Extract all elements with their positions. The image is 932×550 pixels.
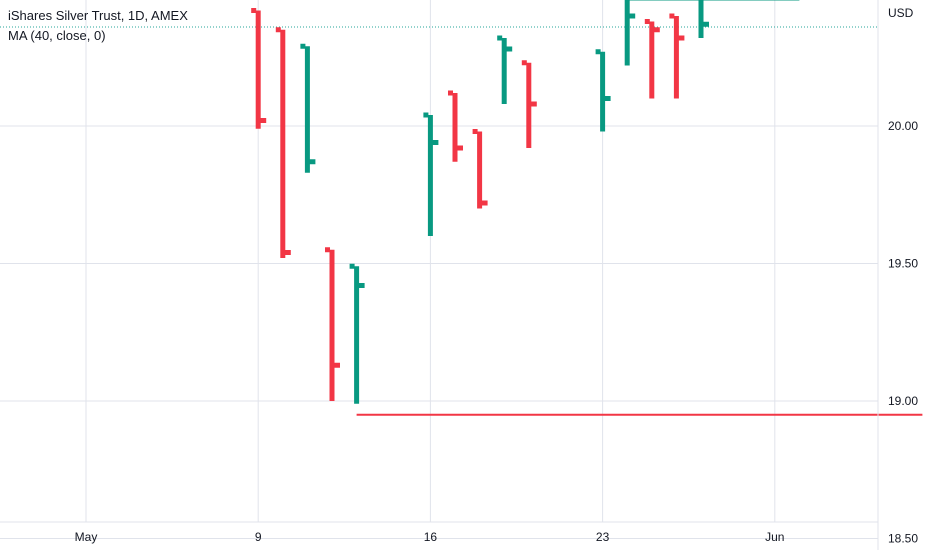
ohlc-bar xyxy=(521,60,537,148)
bar-range xyxy=(452,93,458,162)
symbol-title: iShares Silver Trust, 1D, AMEX xyxy=(8,8,188,23)
bar-range xyxy=(649,21,655,99)
bar-close-tick xyxy=(506,46,513,52)
time-tick-label: May xyxy=(75,530,98,544)
ohlc-bar xyxy=(698,0,709,38)
bar-range xyxy=(280,29,286,258)
bar-open-tick xyxy=(423,112,429,118)
bar-open-tick xyxy=(325,247,330,253)
bar-close-tick xyxy=(481,200,488,206)
ohlc-bar xyxy=(423,112,439,236)
bar-open-tick xyxy=(300,43,306,49)
bar-close-tick xyxy=(358,283,365,288)
bar-range xyxy=(526,62,532,148)
bar-range xyxy=(477,131,483,209)
ohlc-bar xyxy=(624,0,636,66)
ohlc-bar xyxy=(325,247,340,401)
currency-label: USD xyxy=(888,6,914,20)
time-axis[interactable]: May91623Jun713 xyxy=(0,521,932,544)
time-tick-label: Jun xyxy=(765,530,784,544)
ohlc-bar xyxy=(275,27,291,258)
price-tick-label: 20.00 xyxy=(888,119,918,133)
bar-range xyxy=(354,266,360,404)
bar-close-tick xyxy=(629,13,636,19)
bar-range xyxy=(255,10,261,129)
bar-close-tick xyxy=(334,362,340,368)
price-tick-label: 19.50 xyxy=(888,257,918,271)
time-tick-label: 16 xyxy=(424,530,438,544)
bar-close-tick xyxy=(678,35,685,41)
bar-close-tick xyxy=(260,118,267,123)
bar-open-tick xyxy=(349,263,355,269)
ohlc-bar xyxy=(349,263,365,404)
bar-open-tick xyxy=(448,90,453,96)
bar-range xyxy=(329,249,335,401)
bar-range xyxy=(600,51,606,132)
bar-range xyxy=(673,16,679,99)
bar-close-tick xyxy=(653,27,660,33)
time-tick-label: 9 xyxy=(255,530,262,544)
ohlc-bar xyxy=(472,129,488,209)
bar-range xyxy=(304,46,310,173)
ohlc-bar xyxy=(497,35,513,104)
bar-range xyxy=(427,115,433,236)
ohlc-bar xyxy=(448,90,463,162)
bar-close-tick xyxy=(530,101,537,107)
bar-close-tick xyxy=(604,96,611,101)
bar-range xyxy=(501,38,507,104)
bar-range xyxy=(624,0,630,66)
ohlc-bar xyxy=(644,19,660,99)
price-tick-label: 19.00 xyxy=(888,394,918,408)
bar-close-tick xyxy=(703,21,709,27)
ohlc-bar xyxy=(251,8,267,129)
bar-close-tick xyxy=(432,140,439,145)
bar-open-tick xyxy=(521,60,527,66)
time-tick-label: 23 xyxy=(596,530,610,544)
bar-close-tick xyxy=(284,250,291,255)
chart-legend: iShares Silver Trust, 1D, AMEX MA (40, c… xyxy=(8,6,188,46)
ohlc-bar xyxy=(595,49,611,132)
price-tick-label: 18.50 xyxy=(888,532,918,546)
ohlc-bar xyxy=(300,43,316,173)
bar-open-tick xyxy=(251,8,257,13)
bar-open-tick xyxy=(644,19,650,24)
drawn-lines[interactable] xyxy=(356,0,923,416)
ohlc-bar xyxy=(669,13,685,99)
bar-open-tick xyxy=(472,129,478,134)
bar-close-tick xyxy=(457,145,463,151)
bar-close-tick xyxy=(309,159,316,165)
bar-open-tick xyxy=(595,49,601,55)
bar-open-tick xyxy=(669,13,675,19)
bar-open-tick xyxy=(497,35,503,41)
bar-range xyxy=(698,0,704,38)
bar-open-tick xyxy=(275,27,281,33)
ohlc-bars xyxy=(251,0,709,404)
indicator-label: MA (40, close, 0) xyxy=(8,28,106,43)
